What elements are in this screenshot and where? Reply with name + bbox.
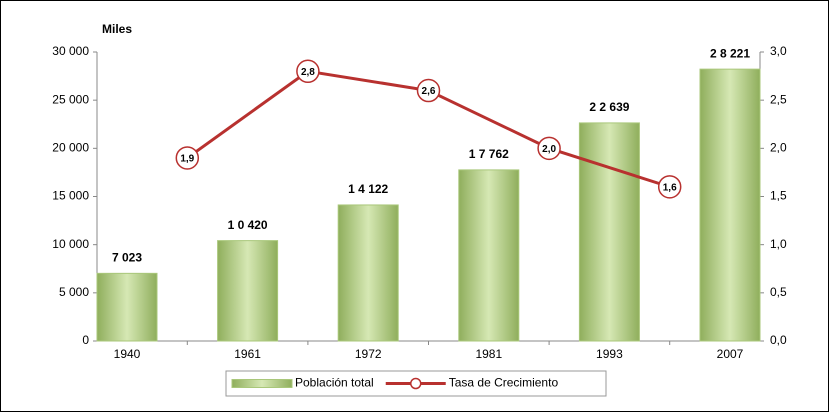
bar-value-label: 7 023 (112, 251, 142, 265)
y-tick-label: 20 000 (52, 141, 89, 155)
y-tick-label: 5 000 (59, 285, 89, 299)
bar-value-label: 1 7 762 (469, 147, 509, 161)
bar (337, 204, 399, 342)
line-value-label: 1,6 (663, 183, 677, 194)
bar (578, 122, 640, 342)
y2-tick-label: 3,0 (770, 44, 787, 58)
y-tick-label: 0 (82, 333, 89, 347)
x-tick-label: 1993 (596, 347, 623, 361)
bar-value-label: 2 2 639 (589, 100, 629, 114)
y-tick-label: 25 000 (52, 92, 89, 106)
bar (96, 272, 158, 342)
legend-label: Tasa de Crecimiento (449, 376, 559, 390)
y-tick-label: 15 000 (52, 189, 89, 203)
line-point (296, 59, 320, 84)
x-tick-label: 1981 (475, 347, 502, 361)
y2-tick-label: 1,0 (770, 237, 787, 251)
x-tick-label: 2007 (717, 347, 744, 361)
y2-tick-label: 1,5 (770, 189, 787, 203)
bar-value-label: 1 4 122 (348, 182, 388, 196)
line-value-label: 1,9 (180, 154, 194, 165)
y-axis-label: Miles (102, 22, 132, 36)
line-point (537, 136, 561, 161)
x-tick-label: 1961 (234, 347, 261, 361)
legend-label: Población total (295, 376, 374, 390)
legend-swatch-point (409, 377, 422, 390)
line-value-label: 2,6 (422, 86, 436, 97)
x-tick-label: 1940 (114, 347, 141, 361)
y-tick-label: 10 000 (52, 237, 89, 251)
y2-tick-label: 0,5 (770, 285, 787, 299)
bar (217, 240, 279, 342)
bar-value-label: 2 8 221 (710, 46, 750, 60)
bar-value-label: 1 0 420 (228, 218, 268, 232)
line-point (657, 175, 682, 199)
y2-tick-label: 2,5 (770, 92, 787, 106)
y2-tick-label: 0,0 (770, 333, 787, 347)
x-tick-label: 1972 (355, 347, 382, 361)
legend-swatch (231, 379, 293, 388)
line-point (416, 78, 441, 103)
y2-tick-label: 2,0 (770, 141, 787, 155)
line-point (175, 146, 200, 170)
bar (699, 68, 761, 342)
y-tick-label: 30 000 (52, 44, 89, 58)
bar (458, 169, 520, 342)
line-value-label: 2,0 (542, 144, 556, 155)
line-value-label: 2,8 (301, 67, 315, 78)
